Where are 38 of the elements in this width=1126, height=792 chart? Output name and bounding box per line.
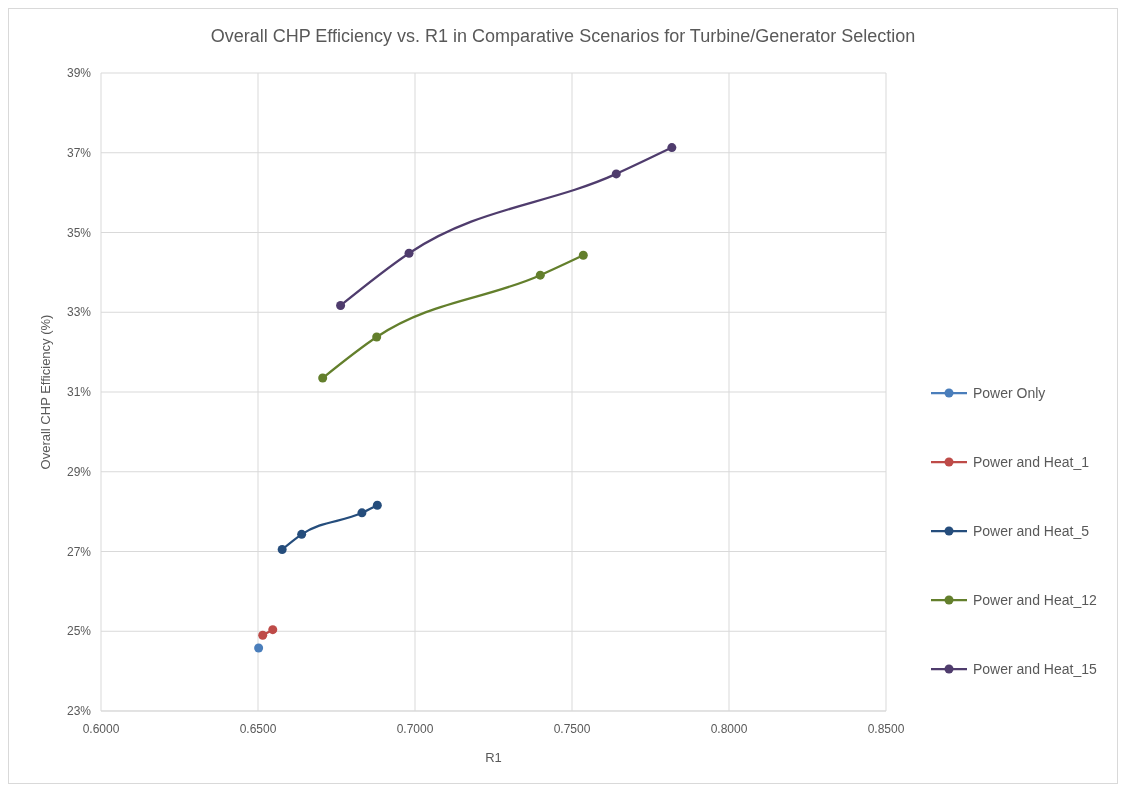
legend-label: Power and Heat_12: [973, 592, 1097, 608]
point: [336, 300, 346, 310]
x-tick-label: 0.7000: [396, 722, 434, 736]
point: [268, 625, 278, 635]
y-tick-label: 29%: [66, 464, 92, 479]
y-tick-label: 25%: [66, 624, 92, 639]
x-tick-label: 0.6500: [239, 722, 277, 736]
y-tick-label: 33%: [66, 305, 92, 320]
y-tick-label: 37%: [66, 145, 92, 160]
legend-label: Power and Heat_15: [973, 661, 1097, 677]
point: [254, 643, 264, 653]
chart-title: Overall CHP Efficiency vs. R1 in Comparative Scenarios for Turbine/Generator Selection: [210, 26, 916, 46]
y-tick-label: 35%: [66, 225, 92, 240]
point: [404, 248, 414, 258]
point: [372, 500, 382, 510]
point: [535, 270, 545, 280]
x-tick-label: 0.8000: [710, 722, 748, 736]
point: [578, 250, 588, 260]
y-tick-label: 27%: [66, 544, 92, 559]
legend-label: Power and Heat_1: [973, 454, 1090, 470]
point: [611, 169, 621, 179]
point: [258, 630, 268, 640]
point: [277, 545, 287, 555]
point: [667, 143, 677, 153]
y-axis-title: Overall CHP Efficiency (%): [38, 314, 53, 470]
point: [318, 373, 328, 383]
x-tick-label: 0.6000: [82, 722, 120, 736]
y-tick-label: 23%: [66, 704, 92, 718]
point: [297, 529, 307, 539]
point: [357, 508, 367, 518]
x-tick-label: 0.8500: [867, 722, 905, 736]
x-axis-title: R1: [485, 750, 502, 765]
legend-label: Power Only: [973, 385, 1046, 401]
legend-label: Power and Heat_5: [973, 523, 1090, 539]
y-tick-label: 39%: [66, 66, 92, 80]
x-tick-label: 0.7500: [553, 722, 591, 736]
y-tick-label: 31%: [66, 385, 92, 399]
point: [372, 332, 382, 342]
